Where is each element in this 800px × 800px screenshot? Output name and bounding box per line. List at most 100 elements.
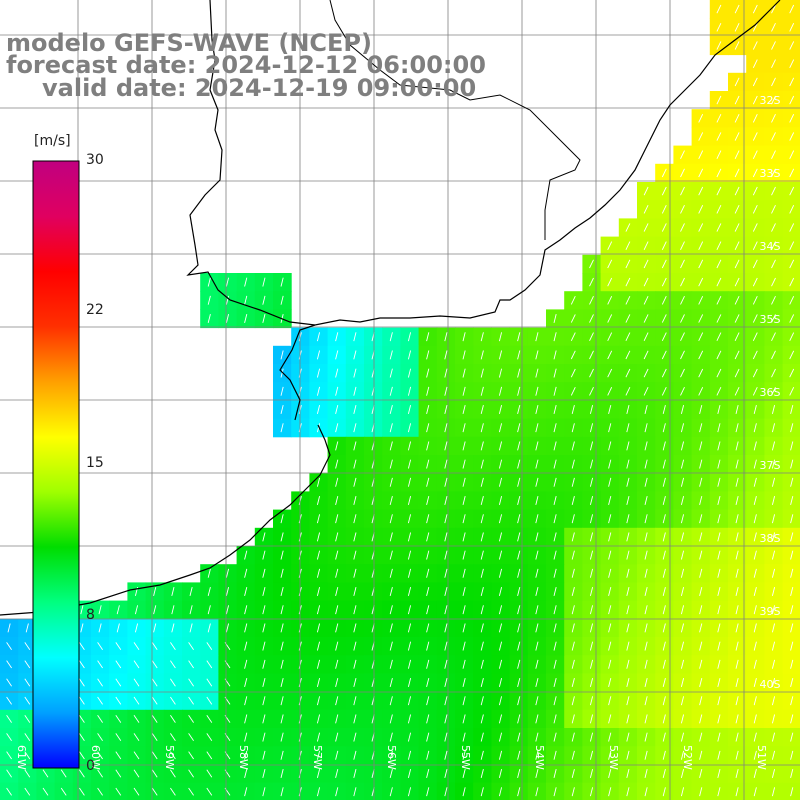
wind-arrow (60, 769, 67, 778)
wind-arrow (262, 787, 266, 797)
wind-arrow (734, 277, 740, 287)
wind-arrow (353, 386, 357, 396)
wind-arrow (571, 477, 575, 487)
wind-arrow (498, 659, 503, 669)
wind-arrow (316, 368, 321, 378)
wind-arrow (389, 532, 393, 542)
wind-arrow (262, 641, 266, 651)
wind-arrow (716, 223, 722, 232)
wind-arrow (335, 332, 339, 342)
wind-arrow (426, 441, 430, 451)
wind-arrow (407, 750, 412, 760)
wind-arrow (699, 441, 703, 451)
wind-arrow (608, 787, 612, 797)
wind-arrow (97, 696, 103, 705)
wind-arrow (444, 768, 448, 779)
wind-arrow (407, 404, 412, 415)
wind-arrow (316, 386, 321, 396)
wind-arrow (389, 514, 393, 524)
wind-arrow (553, 641, 557, 651)
wind-arrow (462, 459, 466, 469)
wind-arrow (698, 132, 704, 141)
wind-arrow (716, 241, 722, 250)
wind-arrow (407, 605, 412, 615)
wind-arrow (316, 586, 321, 597)
wind-arrow (115, 733, 122, 742)
wind-arrow (644, 459, 648, 469)
wind-arrow (498, 477, 503, 487)
wind-arrow (280, 295, 284, 305)
wind-arrow (790, 641, 794, 651)
wind-arrow (643, 277, 649, 287)
wind-arrow (571, 441, 575, 451)
wind-arrow (753, 441, 757, 451)
wind-arrow (662, 423, 666, 433)
wind-arrow (735, 568, 739, 578)
wind-arrow (517, 459, 521, 469)
wind-arrow (698, 186, 704, 196)
lat-label: 32S (760, 94, 781, 107)
wind-arrow (734, 387, 740, 396)
wind-arrow (626, 605, 630, 615)
wind-arrow (771, 404, 776, 415)
wind-arrow (771, 659, 776, 669)
wind-arrow (625, 223, 631, 232)
wind-arrow (389, 750, 393, 760)
wind-arrow (462, 514, 466, 524)
wind-arrow (480, 459, 484, 469)
wind-arrow (188, 714, 194, 723)
wind-arrow (771, 23, 776, 32)
wind-arrow (735, 677, 739, 688)
wind-arrow (335, 714, 339, 724)
wind-arrow (498, 568, 503, 578)
wind-arrow (752, 350, 758, 360)
wind-arrow (6, 642, 12, 651)
wind-arrow (280, 787, 284, 797)
wind-arrow (151, 678, 158, 687)
wind-arrow (771, 568, 776, 578)
wind-arrow (643, 314, 649, 323)
wind-arrow (498, 350, 503, 360)
wind-arrow (480, 404, 484, 415)
wind-arrow (335, 623, 339, 633)
wind-arrow (462, 787, 466, 797)
wind-arrow (407, 732, 412, 742)
wind-arrow (771, 296, 776, 305)
wind-arrow (753, 605, 757, 615)
wind-arrow (680, 550, 685, 560)
wind-arrow (553, 532, 557, 542)
wind-arrow (571, 659, 575, 669)
wind-arrow (734, 368, 740, 378)
wind-arrow (717, 459, 721, 469)
wind-arrow (244, 295, 248, 305)
wind-arrow (789, 368, 795, 378)
wind-arrow (517, 750, 521, 760)
wind-arrow (680, 732, 685, 742)
wind-arrow (716, 296, 722, 305)
wind-arrow (335, 459, 339, 469)
wind-arrow (753, 514, 757, 524)
wind-arrow (790, 459, 794, 469)
wind-arrow (244, 568, 248, 578)
wind-arrow (407, 787, 412, 797)
wind-arrow (662, 459, 666, 469)
wind-arrow (170, 787, 176, 796)
wind-arrow (789, 114, 795, 123)
wind-arrow (462, 696, 466, 706)
wind-arrow (626, 514, 630, 524)
wind-arrow (444, 623, 448, 633)
wind-arrow (206, 678, 213, 687)
wind-arrow (644, 750, 648, 760)
wind-arrow (735, 641, 739, 651)
wind-arrow (717, 495, 721, 506)
wind-arrow (353, 659, 357, 669)
wind-arrow (389, 423, 393, 433)
wind-arrow (643, 350, 649, 360)
wind-arrow (188, 733, 194, 742)
wind-arrow (699, 550, 703, 560)
wind-arrow (789, 59, 795, 68)
wind-arrow (717, 605, 721, 615)
wind-arrow (170, 733, 176, 742)
wind-arrow (262, 768, 266, 779)
wind-arrow (644, 732, 648, 742)
